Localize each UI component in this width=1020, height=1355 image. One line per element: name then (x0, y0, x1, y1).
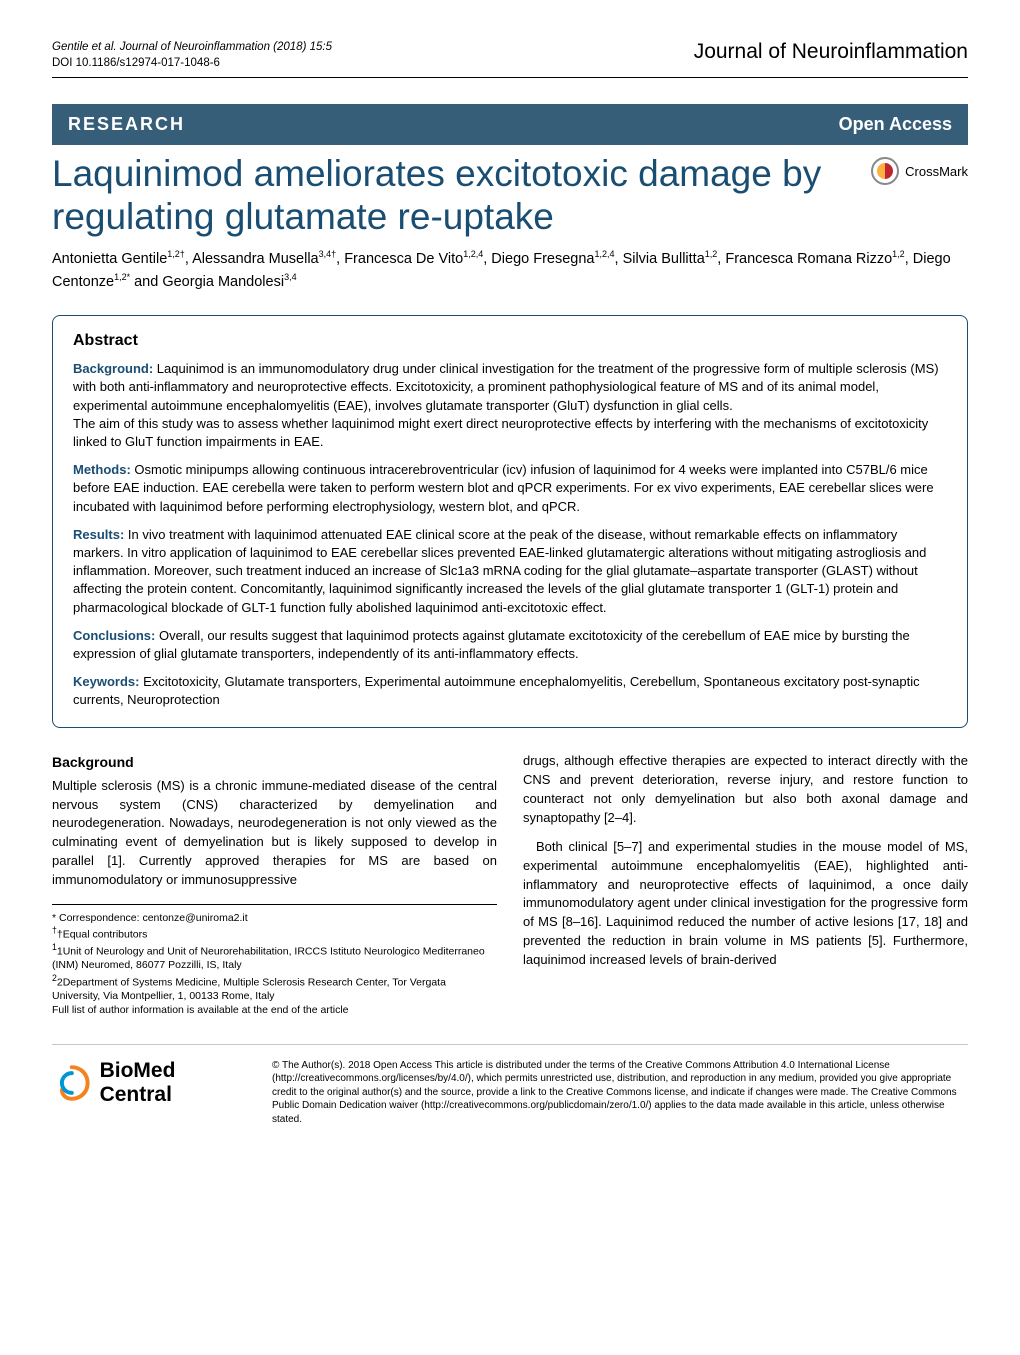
bmc-logo: BioMed Central (52, 1059, 252, 1107)
bmc-swirl-icon (52, 1063, 92, 1103)
full-author-list-note: Full list of author information is avail… (52, 1003, 497, 1017)
title-row: Laquinimod ameliorates excitotoxic damag… (52, 153, 968, 238)
abstract-box: Abstract Background: Laquinimod is an im… (52, 315, 968, 728)
abs-background-label: Background: (73, 361, 153, 376)
citation-line-1: Gentile et al. Journal of Neuroinflammat… (52, 41, 332, 53)
abs-background-text2: The aim of this study was to assess whet… (73, 416, 928, 449)
tag-bar: RESEARCH Open Access (52, 104, 968, 145)
footnotes: * Correspondence: centonze@uniroma2.it †… (52, 904, 497, 1018)
abstract-methods: Methods: Osmotic minipumps allowing cont… (73, 461, 947, 516)
abstract-results: Results: In vivo treatment with laquinim… (73, 526, 947, 617)
body-columns: Background Multiple sclerosis (MS) is a … (52, 752, 968, 1017)
abs-results-label: Results: (73, 527, 124, 542)
crossmark-badge[interactable]: CrossMark (871, 157, 968, 185)
abs-keywords-text: Excitotoxicity, Glutamate transporters, … (73, 674, 920, 707)
bmc-text: BioMed Central (100, 1059, 252, 1107)
background-heading: Background (52, 752, 497, 772)
journal-name: Journal of Neuroinflammation (694, 40, 968, 64)
open-access-tag: Open Access (839, 114, 952, 135)
abs-methods-text: Osmotic minipumps allowing continuous in… (73, 462, 934, 513)
citation: Gentile et al. Journal of Neuroinflammat… (52, 40, 332, 71)
affiliation-1: 11Unit of Neurology and Unit of Neuroreh… (52, 942, 497, 973)
license-text: © The Author(s). 2018 Open Access This a… (272, 1059, 968, 1127)
abs-conclusions-text: Overall, our results suggest that laquin… (73, 628, 910, 661)
body-p2: drugs, although effective therapies are … (523, 752, 968, 827)
page: Gentile et al. Journal of Neuroinflammat… (0, 0, 1020, 1156)
abs-keywords-label: Keywords: (73, 674, 139, 689)
affiliation-2: 22Department of Systems Medicine, Multip… (52, 973, 497, 1004)
equal-contributors: ††Equal contributors (52, 925, 497, 942)
footer: BioMed Central © The Author(s). 2018 Ope… (52, 1044, 968, 1127)
article-title: Laquinimod ameliorates excitotoxic damag… (52, 153, 855, 238)
running-head: Gentile et al. Journal of Neuroinflammat… (52, 40, 968, 78)
body-p1: Multiple sclerosis (MS) is a chronic imm… (52, 777, 497, 890)
crossmark-icon (871, 157, 899, 185)
abstract-background: Background: Laquinimod is an immunomodul… (73, 360, 947, 451)
abs-results-text: In vivo treatment with laquinimod attenu… (73, 527, 926, 615)
abstract-heading: Abstract (73, 332, 947, 350)
correspondence: * Correspondence: centonze@uniroma2.it (52, 911, 497, 925)
citation-line-2: DOI 10.1186/s12974-017-1048-6 (52, 57, 220, 69)
crossmark-label: CrossMark (905, 164, 968, 179)
abstract-conclusions: Conclusions: Overall, our results sugges… (73, 627, 947, 663)
abstract-keywords: Keywords: Excitotoxicity, Glutamate tran… (73, 673, 947, 709)
body-p3: Both clinical [5–7] and experimental stu… (523, 838, 968, 970)
research-tag: RESEARCH (68, 114, 185, 135)
abs-conclusions-label: Conclusions: (73, 628, 155, 643)
abs-methods-label: Methods: (73, 462, 131, 477)
author-list: Antonietta Gentile1,2†, Alessandra Musel… (52, 248, 968, 293)
abs-background-text: Laquinimod is an immunomodulatory drug u… (73, 361, 939, 412)
